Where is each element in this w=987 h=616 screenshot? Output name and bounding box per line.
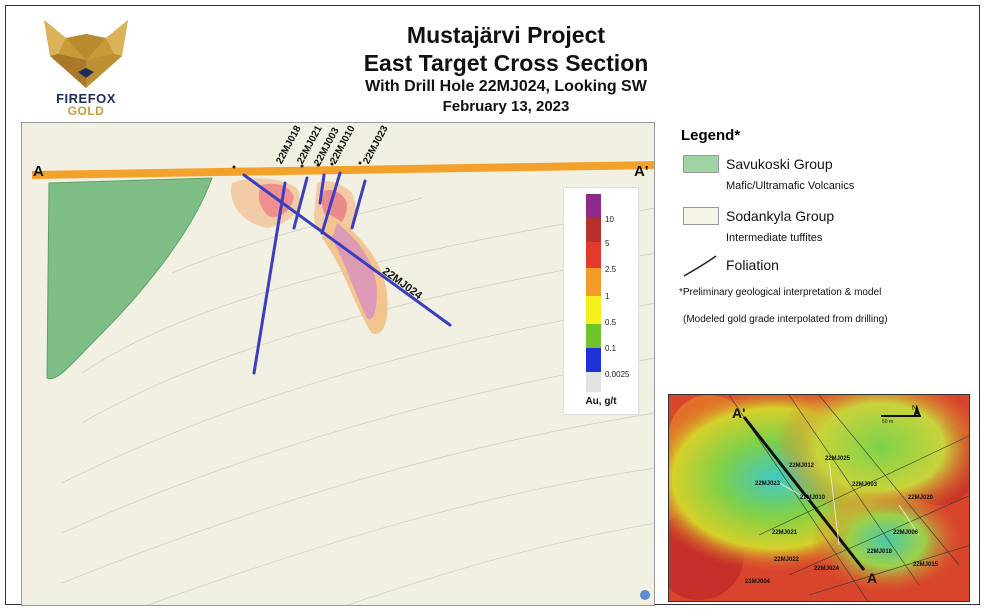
title-project: Mustajärvi Project bbox=[406, 22, 606, 48]
firefox-gold-logo: FIREFOX GOLD bbox=[36, 16, 136, 118]
inset-hole-22mj020: 22MJ020 bbox=[908, 495, 934, 501]
inset-hole-22mj022: 22MJ022 bbox=[774, 557, 800, 563]
logo-text-gold: GOLD bbox=[67, 104, 105, 118]
logo-text-firefox: FIREFOX bbox=[56, 91, 116, 106]
title-date: February 13, 2023 bbox=[442, 98, 570, 115]
inset-scale-label: 50 m bbox=[882, 419, 894, 425]
inset-heatmap bbox=[669, 395, 969, 601]
foliation-lines bbox=[61, 197, 654, 605]
cross-section-panel: A A' 22MJ018 22MJ021 22MJ003 22MJ010 22M… bbox=[21, 122, 655, 606]
legend-item-foliation: Foliation bbox=[726, 257, 779, 273]
scale-label-1: 1 bbox=[605, 292, 610, 301]
surface-band bbox=[32, 161, 654, 179]
title-section: East Target Cross Section bbox=[363, 50, 649, 76]
inset-hole-22mj012: 22MJ012 bbox=[789, 463, 815, 469]
legend-note-modeled: (Modeled gold grade interpolated from dr… bbox=[683, 314, 888, 325]
north-arrow-icon bbox=[913, 405, 921, 417]
section-point-a: A bbox=[33, 163, 44, 180]
inset-hole-22mj018: 22MJ018 bbox=[867, 549, 893, 555]
legend-desc-sodankyla: Intermediate tuffites bbox=[726, 232, 823, 244]
inset-hole-22mj024: 22MJ024 bbox=[814, 566, 840, 572]
scale-label-2-5: 2.5 bbox=[605, 265, 617, 274]
savukoski-group-body bbox=[46, 177, 213, 380]
drill-hole-traces bbox=[242, 171, 452, 375]
orientation-globe-icon bbox=[640, 590, 650, 600]
scale-label-0-1: 0.1 bbox=[605, 344, 617, 353]
inset-hole-22mj003: 22MJ003 bbox=[852, 482, 878, 488]
scale-unit: Au, g/t bbox=[585, 396, 617, 407]
legend-swatch-sodankyla bbox=[683, 207, 719, 225]
scale-label-0-0025: 0.0025 bbox=[605, 370, 630, 379]
legend-item-sodankyla: Sodankyla Group bbox=[726, 208, 835, 224]
scale-label-10: 10 bbox=[605, 215, 614, 224]
legend-title: Legend* bbox=[681, 127, 741, 144]
inset-hole-22mj021: 22MJ021 bbox=[772, 530, 798, 536]
inset-hole-22mj025: 22MJ025 bbox=[825, 456, 851, 462]
section-point-a-prime: A' bbox=[634, 163, 649, 180]
color-scale-bar bbox=[586, 194, 601, 392]
title-drill-hole: With Drill Hole 22MJ024, Looking SW bbox=[365, 78, 647, 95]
inset-hole-22mj023: 22MJ023 bbox=[755, 481, 781, 487]
legend-desc-savukoski: Mafic/Ultramafic Volcanics bbox=[726, 180, 855, 192]
inset-hole-21mj015: 22MJ015 bbox=[913, 562, 939, 568]
figure-frame: FIREFOX GOLD Mustajärvi Project East Tar… bbox=[5, 5, 980, 606]
scale-label-5: 5 bbox=[605, 239, 610, 248]
scale-label-0-5: 0.5 bbox=[605, 318, 617, 327]
cross-section-drawing bbox=[22, 123, 654, 605]
inset-point-a-prime: A' bbox=[732, 405, 746, 421]
inset-location-map: N 50 m A' A 22MJ025 22MJ012 22MJ023 22MJ… bbox=[668, 394, 970, 602]
inset-hole-22mj010: 22MJ010 bbox=[800, 495, 826, 501]
inset-point-a: A bbox=[867, 570, 878, 586]
fox-head-icon bbox=[44, 20, 128, 88]
legend-note-preliminary: *Preliminary geological interpretation &… bbox=[679, 287, 882, 298]
inset-hole-22mj006: 22MJ006 bbox=[893, 530, 919, 536]
inset-section-line bbox=[742, 416, 866, 571]
gold-grade-color-scale: 10 5 2.5 1 0.5 0.1 0.0025 Au, g/t bbox=[563, 187, 639, 415]
legend-swatch-savukoski bbox=[683, 155, 719, 173]
inset-north-label: N bbox=[912, 405, 918, 412]
inset-hole-21mj004: 21MJ004 bbox=[745, 579, 771, 585]
foliation-line-icon bbox=[683, 255, 717, 277]
legend-item-savukoski: Savukoski Group bbox=[726, 156, 833, 172]
